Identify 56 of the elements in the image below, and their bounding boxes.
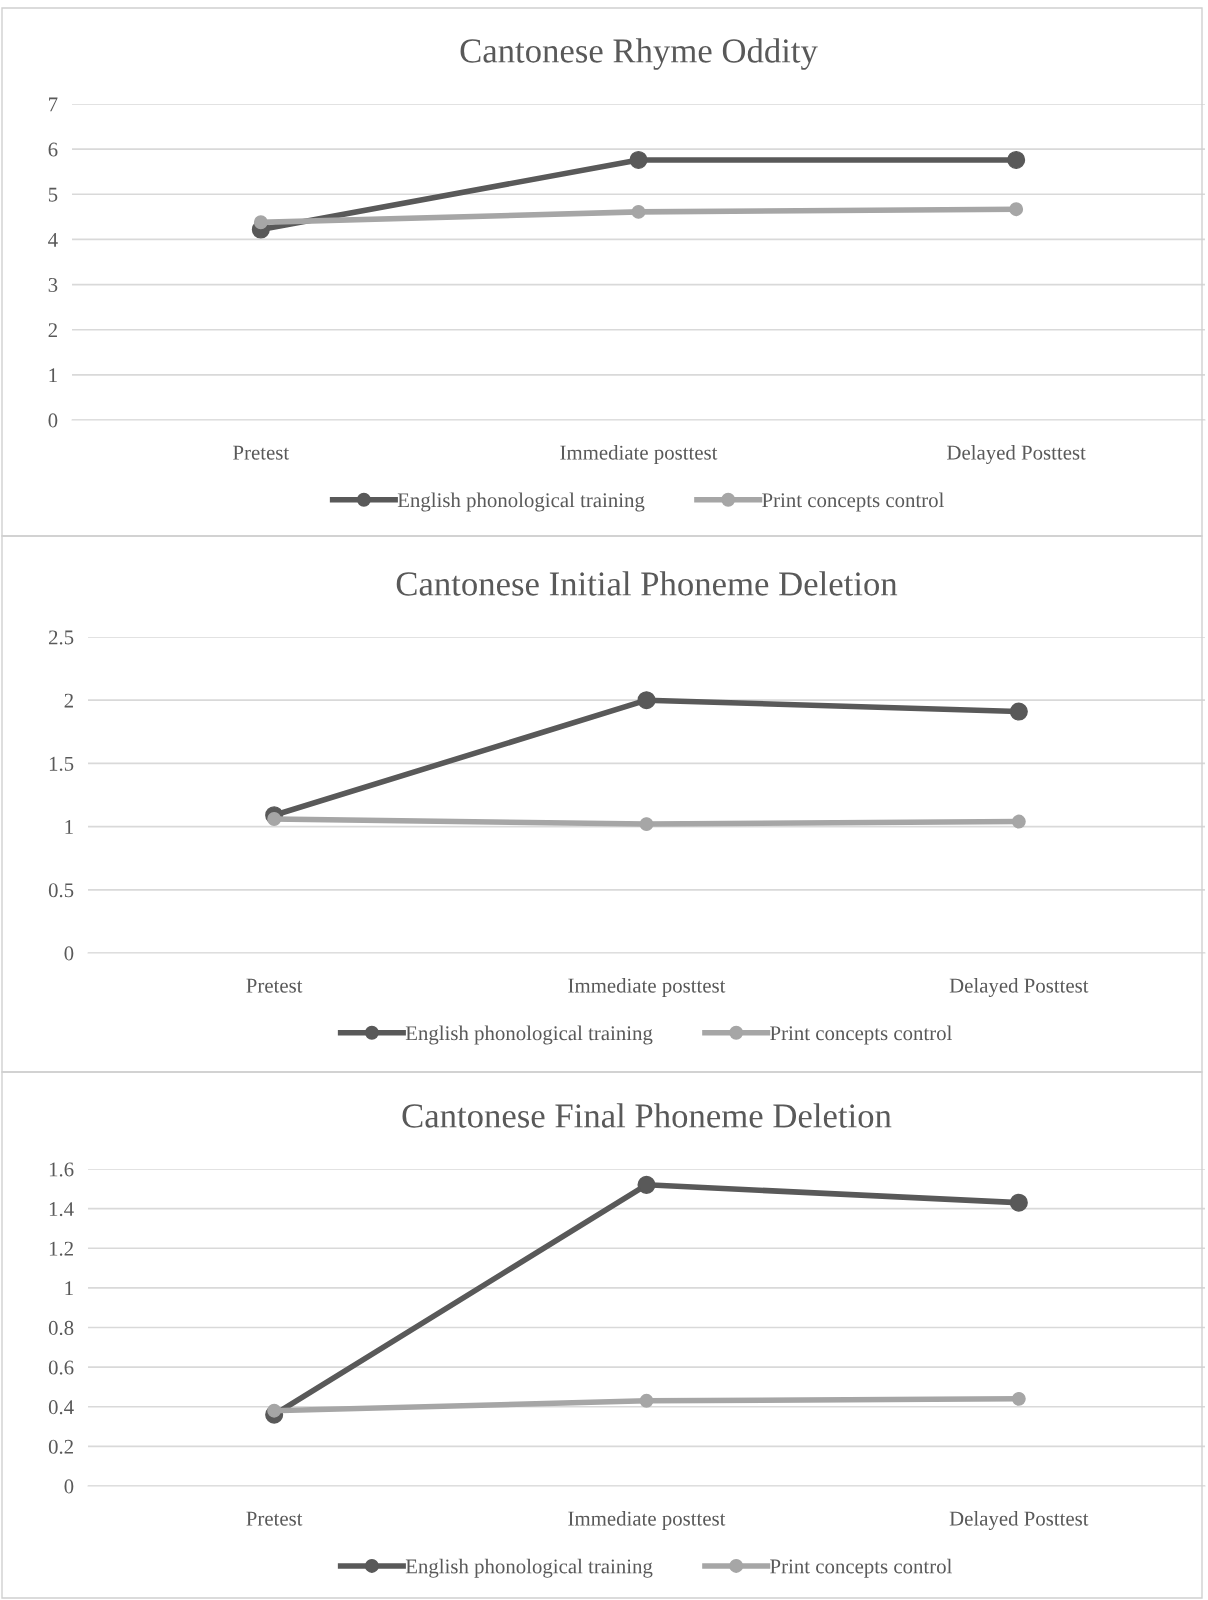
x-tick-label: Pretest	[233, 445, 290, 460]
x-tick-label: Pretest	[246, 1511, 303, 1526]
x-tick-label: Delayed Posttest	[947, 445, 1086, 464]
x-tick-label: Delayed Posttest	[949, 1511, 1089, 1530]
point	[1009, 1193, 1028, 1212]
y-tick-label: 2.5	[48, 630, 74, 645]
point	[1007, 150, 1026, 170]
point	[1009, 202, 1024, 217]
y-tick-label: 0.8	[48, 1320, 74, 1336]
y-tick-label: 2	[48, 323, 57, 337]
x-tick-label: Immediate posttest	[568, 1511, 726, 1530]
y-tick-label: 0.2	[48, 1439, 73, 1454]
point	[1011, 814, 1026, 829]
chart-title: Cantonese Final Phoneme Deletion	[402, 1103, 892, 1128]
y-tick-label: 1	[65, 820, 73, 834]
point	[1011, 1391, 1026, 1406]
y-tick-label: 0	[48, 413, 58, 428]
x-tick-label: Pretest	[246, 978, 303, 993]
point	[1009, 702, 1028, 721]
point	[267, 1403, 282, 1418]
point	[637, 1175, 656, 1194]
y-tick-label: 2	[64, 693, 73, 708]
x-tick-label: Immediate posttest	[560, 445, 718, 464]
y-tick-label: 6	[48, 142, 58, 157]
y-tick-label: 4	[48, 232, 58, 247]
point	[631, 204, 646, 219]
x-tick-label: Immediate posttest	[568, 978, 726, 997]
y-tick-label: 1.4	[49, 1202, 74, 1217]
y-tick-label: 1.5	[49, 756, 74, 771]
y-tick-label: 0.5	[48, 883, 74, 898]
y-tick-label: 7	[49, 97, 58, 112]
chart-title: Cantonese Rhyme Oddity	[460, 38, 818, 70]
y-tick-label: 0	[64, 1479, 74, 1494]
y-tick-label: 0.4	[48, 1400, 74, 1415]
legend-label: English phonological training	[405, 1025, 653, 1045]
y-tick-label: 1	[49, 368, 57, 383]
y-tick-label: 1.6	[49, 1162, 74, 1177]
y-tick-label: 0.6	[48, 1360, 74, 1375]
legend-label: Print concepts control	[770, 1025, 952, 1045]
legend-label: Print concepts control	[762, 492, 944, 512]
legend-label: Print concepts control	[770, 1558, 952, 1578]
point	[253, 215, 268, 230]
y-tick-label: 0	[64, 946, 74, 961]
y-tick-label: 5	[48, 187, 58, 202]
y-tick-label: 1.2	[49, 1241, 73, 1256]
point	[639, 817, 654, 832]
point	[637, 691, 656, 710]
point	[267, 812, 282, 826]
legend-label: English phonological training	[405, 1558, 653, 1578]
y-tick-label: 1	[65, 1281, 73, 1296]
y-tick-label: 3	[48, 278, 58, 292]
point	[629, 150, 648, 170]
chart-title: Cantonese Initial Phoneme Deletion	[396, 571, 898, 596]
point	[639, 1393, 654, 1408]
legend-label: English phonological training	[397, 492, 645, 512]
x-tick-label: Delayed Posttest	[949, 978, 1089, 997]
